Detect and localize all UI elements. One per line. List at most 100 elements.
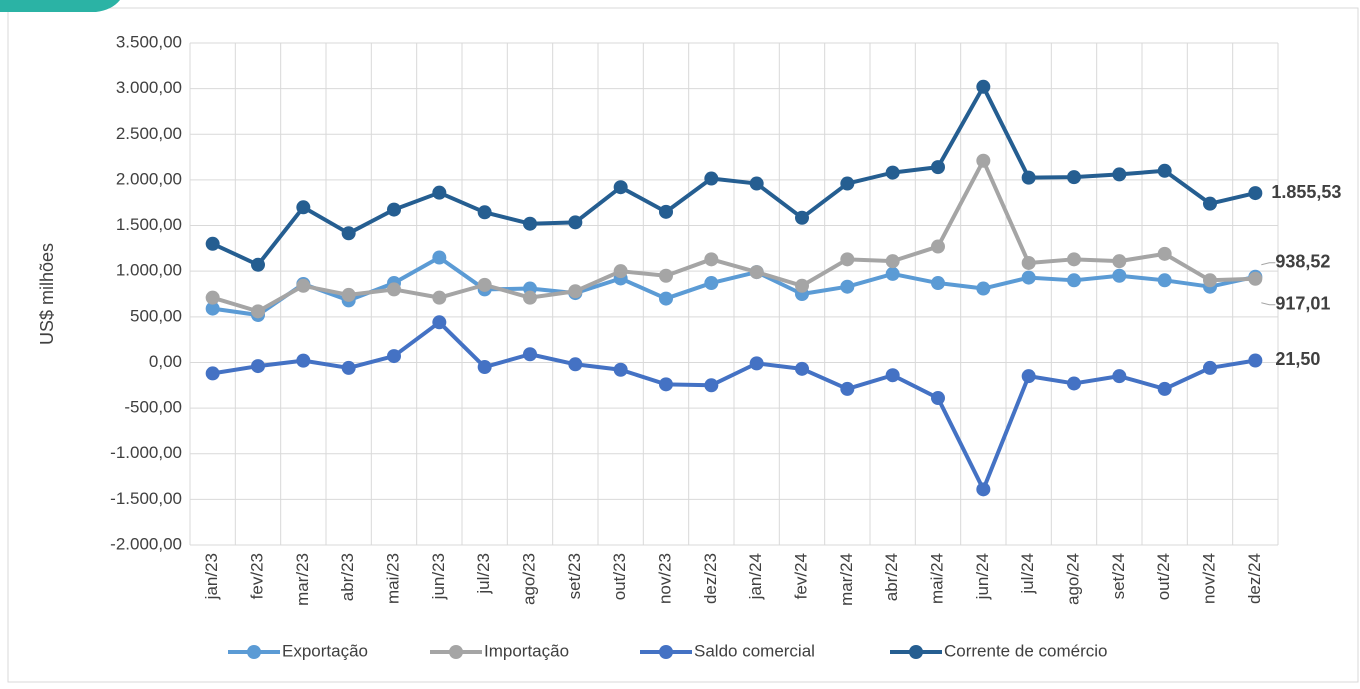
data-point: [477, 360, 492, 375]
data-point: [1157, 381, 1172, 396]
data-label: 1.855,53: [1271, 182, 1341, 202]
data-point: [296, 278, 311, 293]
data-point: [840, 279, 855, 294]
data-point: [976, 79, 991, 94]
x-tick-label: nov/24: [1199, 553, 1218, 604]
data-point: [205, 236, 220, 251]
data-point: [613, 264, 628, 279]
data-point: [1112, 254, 1127, 269]
data-label: 21,50: [1275, 349, 1320, 369]
data-point: [205, 290, 220, 305]
series-line: [212, 255, 1256, 317]
data-point: [704, 276, 719, 291]
data-point: [432, 250, 447, 265]
y-tick-label: -500,00: [124, 398, 182, 417]
data-point: [840, 381, 855, 396]
data-point: [840, 252, 855, 267]
data-point: [1157, 273, 1172, 288]
data-point: [1112, 369, 1127, 384]
data-point: [568, 357, 583, 372]
data-point: [1157, 163, 1172, 178]
data-point: [251, 304, 265, 319]
x-tick-label: out/24: [1154, 553, 1173, 600]
y-tick-label: 3.000,00: [116, 78, 182, 97]
x-tick-label: fev/23: [247, 553, 266, 599]
data-point: [1021, 170, 1036, 185]
data-point: [341, 287, 356, 302]
legend-marker: [247, 645, 261, 659]
x-tick-label: ago/24: [1063, 553, 1082, 605]
y-tick-label: 2.000,00: [116, 169, 182, 188]
x-tick-label: jan/24: [746, 553, 765, 600]
data-point: [1112, 268, 1127, 283]
y-tick-label: 3.500,00: [116, 32, 182, 51]
legend-marker: [449, 645, 463, 659]
data-point: [976, 482, 991, 497]
data-point: [795, 210, 809, 225]
data-point: [885, 165, 900, 180]
chart-frame: [7, 7, 1359, 683]
x-tick-label: set/24: [1109, 553, 1128, 599]
data-point: [1021, 270, 1036, 285]
x-tick-label: ago/23: [519, 553, 538, 605]
data-point: [659, 204, 673, 219]
data-point: [477, 205, 492, 220]
x-tick-label: nov/23: [655, 553, 674, 604]
x-tick-label: set/23: [565, 553, 584, 599]
x-tick-label: fev/24: [791, 553, 810, 599]
data-point: [568, 215, 583, 230]
legend-marker: [659, 645, 673, 659]
data-point: [749, 176, 764, 191]
data-point: [568, 284, 583, 299]
y-tick-label: -1.000,00: [110, 443, 182, 462]
x-tick-label: jul/23: [474, 553, 493, 595]
data-point: [1248, 353, 1263, 368]
data-point: [1203, 196, 1217, 211]
data-point: [523, 290, 537, 305]
x-tick-label: jul/24: [1018, 553, 1037, 595]
x-tick-label: mai/24: [927, 553, 946, 604]
legend-marker: [909, 645, 923, 659]
leader-line: [1261, 262, 1276, 266]
data-point: [976, 153, 991, 168]
legend-label: Exportação: [282, 641, 368, 660]
data-point: [931, 391, 945, 406]
data-point: [387, 349, 401, 364]
data-point: [840, 176, 855, 191]
data-point: [613, 180, 628, 195]
corner-decoration: [0, 0, 120, 12]
data-point: [931, 239, 945, 254]
data-point: [704, 252, 719, 267]
series-line: [212, 320, 1256, 492]
data-point: [1157, 246, 1172, 261]
data-point: [1203, 360, 1217, 375]
data-point: [704, 171, 719, 186]
series-line: [211, 84, 1256, 267]
data-point: [749, 265, 764, 280]
data-point: [1021, 255, 1036, 270]
data-point: [477, 277, 492, 292]
data-point: [296, 200, 311, 215]
data-point: [659, 291, 673, 306]
x-tick-label: dez/24: [1245, 553, 1264, 604]
y-tick-label: 1.500,00: [116, 215, 182, 234]
x-tick-label: dez/23: [701, 553, 720, 604]
data-point: [931, 276, 945, 291]
y-tick-label: -2.000,00: [110, 534, 182, 553]
data-point: [1112, 167, 1127, 182]
data-point: [341, 360, 356, 375]
data-point: [341, 226, 356, 241]
data-point: [432, 315, 447, 330]
data-point: [1067, 252, 1081, 267]
data-point: [432, 290, 447, 305]
data-point: [523, 347, 537, 362]
leader-line: [1261, 302, 1276, 306]
data-point: [432, 185, 447, 200]
x-tick-label: jun/23: [429, 553, 448, 600]
y-tick-label: 500,00: [130, 306, 182, 325]
data-point: [251, 359, 265, 374]
data-point: [749, 356, 764, 371]
x-tick-label: abr/23: [338, 553, 357, 601]
data-point: [251, 257, 265, 272]
